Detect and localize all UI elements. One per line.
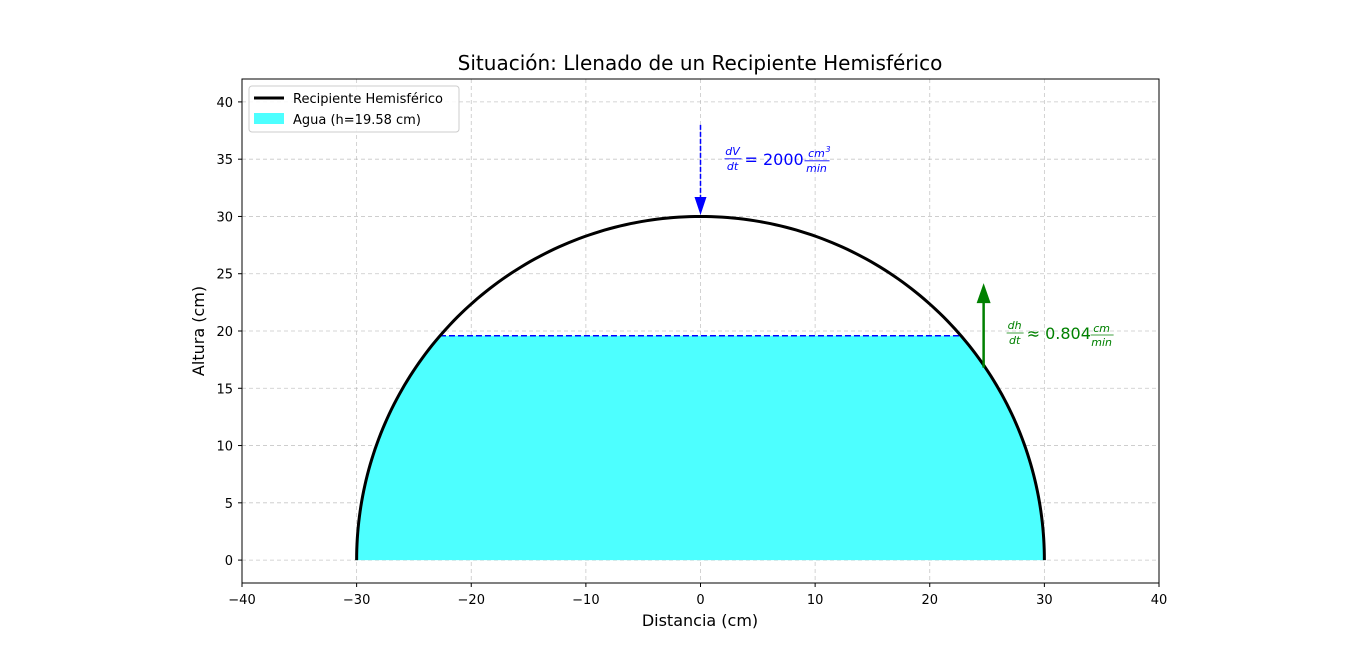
y-tick-label: 0 bbox=[225, 554, 233, 569]
rise-unit-numerator: cm bbox=[1093, 322, 1110, 335]
y-tick-label: 40 bbox=[216, 96, 233, 111]
inflow-unit-numerator: cm bbox=[808, 147, 825, 160]
y-tick-label: 25 bbox=[216, 268, 233, 283]
inflow-lhs-numerator: dV bbox=[725, 145, 741, 158]
rise-lhs-numerator: dh bbox=[1008, 319, 1022, 332]
rise-rate-value: ≈ 0.804 bbox=[1027, 324, 1091, 343]
legend-label-recipient: Recipiente Hemisférico bbox=[293, 92, 443, 107]
inflow-rate-value: = 2000 bbox=[745, 150, 804, 169]
hemisphere-outline bbox=[355, 214, 1046, 561]
data-layer bbox=[355, 214, 1046, 561]
rise-arrow-head bbox=[976, 283, 991, 304]
x-tick-label: 20 bbox=[921, 593, 938, 608]
inflow-arrow-head bbox=[694, 197, 707, 216]
y-tick-label: 5 bbox=[225, 497, 233, 512]
x-tick-label: −30 bbox=[343, 593, 370, 608]
y-tick-label: 30 bbox=[216, 210, 233, 225]
x-tick-label: −40 bbox=[228, 593, 255, 608]
y-tick-label: 15 bbox=[216, 382, 233, 397]
y-tick-label: 35 bbox=[216, 153, 233, 168]
ticks-layer: −40 −30 −20 −10 0 10 20 30 40 0 5 10 15 20 25 30 35 40 bbox=[216, 96, 1167, 608]
x-tick-label: 40 bbox=[1151, 593, 1168, 608]
x-tick-label: −20 bbox=[458, 593, 485, 608]
inflow-unit-superscript: 3 bbox=[826, 145, 831, 154]
rise-lhs-denominator: dt bbox=[1009, 334, 1021, 347]
water-fill-area bbox=[356, 335, 1045, 561]
x-tick-label: 0 bbox=[696, 593, 704, 608]
legend-swatch-water bbox=[254, 113, 284, 124]
chart-title: Situación: Llenado de un Recipiente Hemi… bbox=[458, 51, 943, 75]
x-axis-label: Distancia (cm) bbox=[642, 611, 758, 630]
legend: Recipiente Hemisférico Agua (h=19.58 cm) bbox=[248, 85, 460, 133]
rise-unit-denominator: min bbox=[1091, 336, 1112, 349]
y-axis-label: Altura (cm) bbox=[189, 286, 208, 376]
inflow-unit-denominator: min bbox=[806, 162, 827, 175]
inflow-lhs-denominator: dt bbox=[727, 160, 739, 173]
inflow-rate-label: dV dt = 2000 cm 3 min bbox=[724, 145, 831, 175]
y-tick-label: 20 bbox=[216, 325, 233, 340]
x-tick-label: −10 bbox=[572, 593, 599, 608]
x-tick-label: 10 bbox=[807, 593, 824, 608]
legend-frame bbox=[248, 85, 460, 133]
x-tick-label: 30 bbox=[1036, 593, 1053, 608]
y-tick-label: 10 bbox=[216, 440, 233, 455]
legend-label-water: Agua (h=19.58 cm) bbox=[293, 113, 421, 128]
